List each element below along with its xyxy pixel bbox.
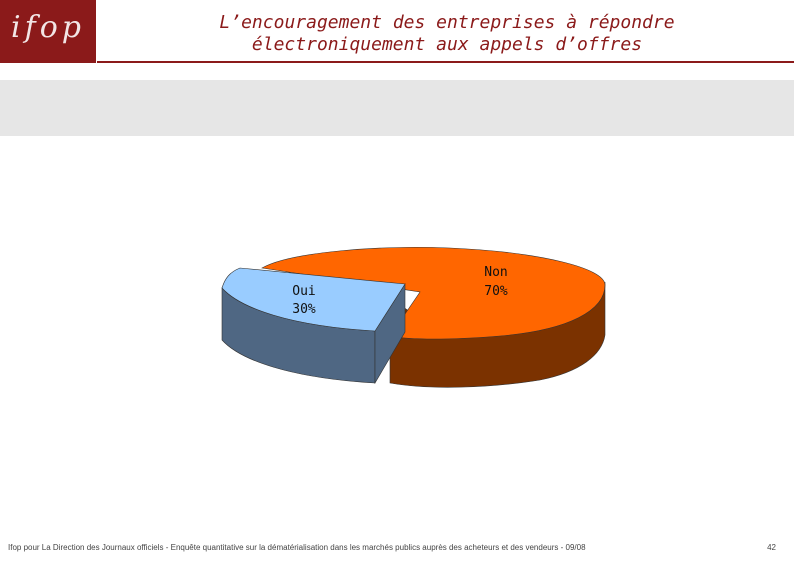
ifop-logo: ifop — [0, 0, 96, 63]
slice-label-oui-value: 30% — [292, 302, 316, 317]
pie-slice-non — [261, 247, 606, 340]
ifop-logo-text: ifop — [11, 10, 85, 45]
slice-label-non-value: 70% — [484, 284, 508, 299]
slice-label-oui-name: Oui — [292, 284, 315, 299]
title-rule — [97, 61, 794, 63]
page-number: 42 — [767, 543, 776, 552]
slice-label-non-name: Non — [484, 265, 507, 280]
pie-slice-oui — [221, 267, 406, 332]
page-title-line1: L’encouragement des entreprises à répond… — [219, 12, 675, 33]
page-title: L’encouragement des entreprises à répond… — [110, 12, 784, 56]
footer-source: Ifop pour La Direction des Journaux offi… — [8, 543, 586, 552]
pie-chart: Oui 30% Non 70% — [221, 247, 606, 388]
header-band — [0, 80, 794, 136]
page-title-line2: électroniquement aux appels d’offres — [251, 34, 643, 55]
